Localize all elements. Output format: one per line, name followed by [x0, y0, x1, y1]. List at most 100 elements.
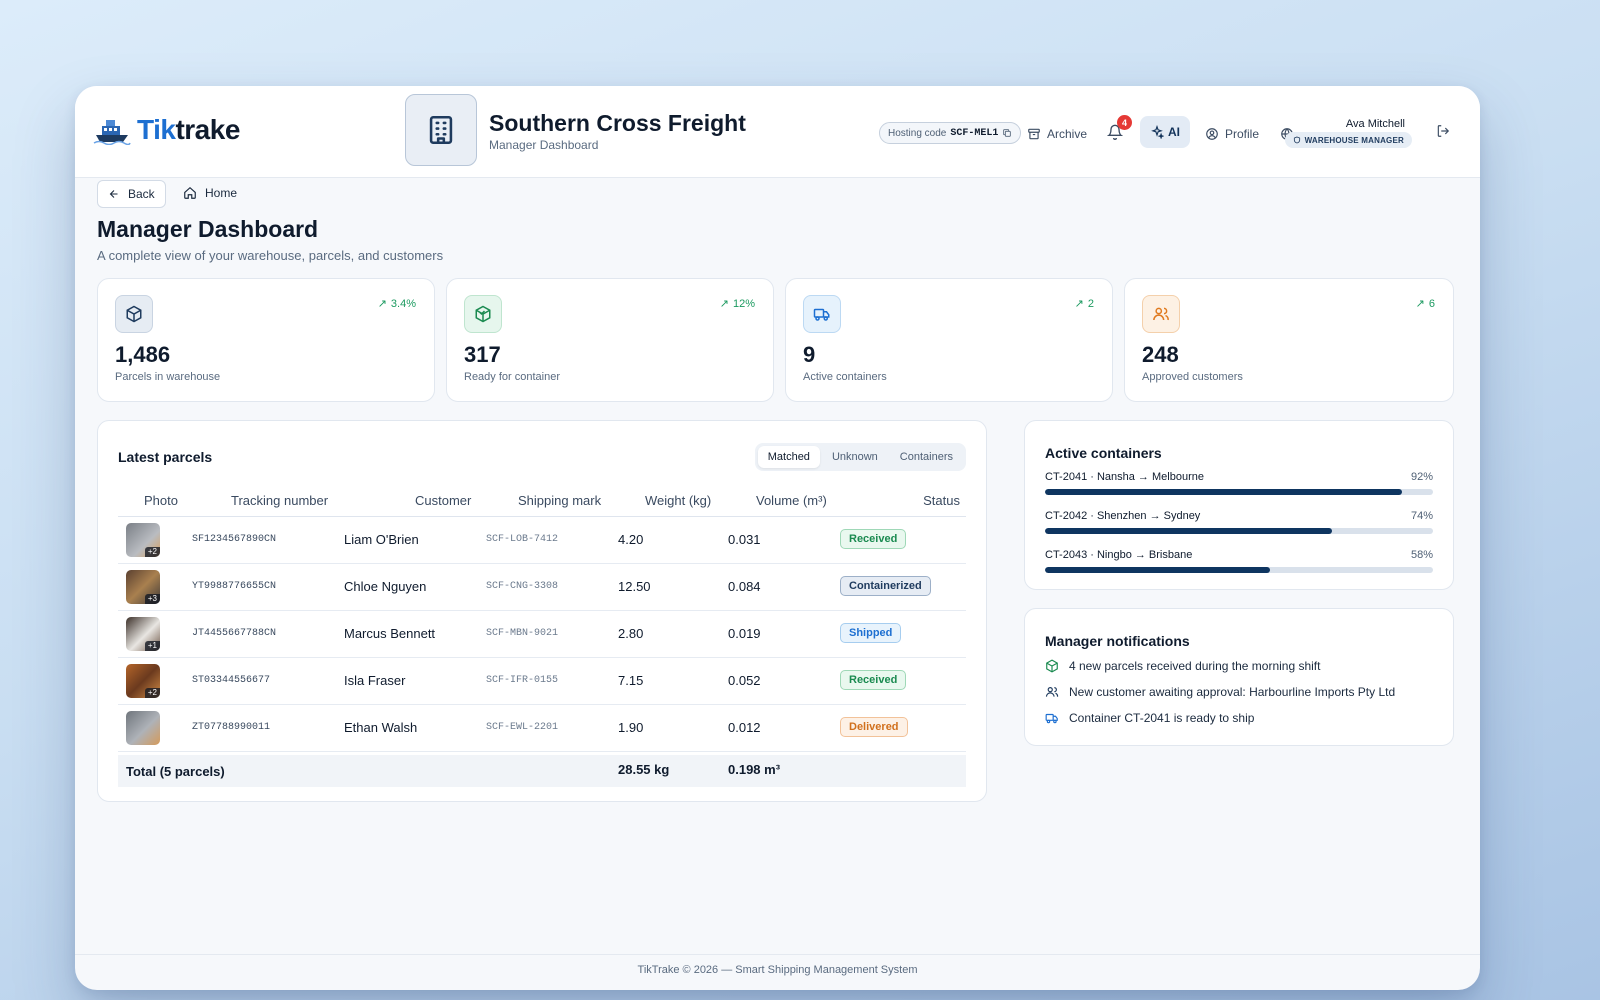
notifications-button[interactable]: 4	[1106, 115, 1132, 142]
page-title: Manager Dashboard	[97, 216, 319, 242]
stat-card-parcels[interactable]: ↗ 3.4% 1,486 Parcels in warehouse	[97, 278, 435, 402]
shipping-mark: SCF-EWL-2201	[486, 722, 559, 733]
brand-logo[interactable]: Tiktrake	[93, 114, 240, 146]
container-progress[interactable]: CT-2042 · Shenzhen → Sydney 74%	[1045, 510, 1433, 540]
column-header[interactable]: Weight (kg)	[645, 493, 712, 508]
stat-card-ready[interactable]: ↗ 12% 317 Ready for container	[446, 278, 774, 402]
notification-item[interactable]: 4 new parcels received during the mornin…	[1045, 659, 1320, 673]
status-badge: Received	[840, 670, 907, 690]
container-name: CT-2042 · Shenzhen → Sydney	[1045, 510, 1201, 522]
progress-track	[1045, 528, 1433, 534]
photo-count-badge: +2	[144, 547, 160, 557]
stat-trend-value: 12%	[732, 297, 755, 310]
profile-button[interactable]: Profile	[1205, 120, 1259, 148]
brand-name: Tiktrake	[137, 114, 240, 145]
notification-item[interactable]: Container CT-2041 is ready to ship	[1045, 711, 1254, 725]
bell-icon	[1106, 124, 1124, 140]
shield-icon	[1293, 136, 1300, 144]
stat-trend-value: 6	[1428, 297, 1435, 310]
top-header: Tiktrake Southern Cross Freight Manager …	[75, 86, 1480, 178]
tracking-number[interactable]: ST03344556677	[192, 675, 271, 686]
photo-count-badge: +2	[144, 688, 160, 698]
trend-indicator: ↗ 3.4%	[378, 297, 416, 311]
profile-label: Profile	[1225, 127, 1260, 141]
company-building-icon	[405, 94, 477, 166]
users-icon	[1045, 687, 1059, 697]
back-button[interactable]: Back	[97, 180, 166, 208]
tracking-number[interactable]: YT9988776655CN	[192, 581, 277, 592]
shipping-mark: SCF-MBN-9021	[486, 628, 559, 639]
role-label: WAREHOUSE MANAGER	[1304, 135, 1404, 145]
customer-name: Isla Fraser	[344, 673, 406, 688]
tab-unknown[interactable]: Unknown	[831, 451, 878, 463]
tracking-number[interactable]: SF1234567890CN	[192, 534, 277, 545]
weight-value: 7.15	[618, 673, 644, 688]
panel-title: Active containers	[1045, 445, 1162, 461]
parcel-photo[interactable]: +1	[126, 617, 160, 651]
stat-card-customers[interactable]: ↗ 6 248 Approved customers	[1124, 278, 1454, 402]
trend-up-icon: ↗	[719, 298, 729, 310]
progress-track	[1045, 567, 1433, 573]
hosting-code-label: Hosting code	[888, 127, 947, 139]
total-volume: 0.198 m³	[728, 762, 781, 777]
column-header[interactable]: Customer	[415, 493, 472, 508]
trend-indicator: ↗ 6	[1415, 297, 1435, 311]
trend-up-icon: ↗	[1074, 298, 1084, 310]
panel-title: Manager notifications	[1045, 633, 1190, 649]
total-label: Total (5 parcels)	[126, 764, 225, 779]
column-header[interactable]: Photo	[144, 493, 178, 508]
volume-value: 0.084	[728, 579, 761, 594]
company-subtitle: Manager Dashboard	[489, 138, 599, 152]
column-header[interactable]: Status	[923, 493, 960, 508]
container-progress[interactable]: CT-2043 · Ningbo → Brisbane 58%	[1045, 549, 1433, 579]
table-row[interactable]: +2 ST03344556677 Isla Fraser SCF-IFR-015…	[118, 658, 966, 705]
stat-trend-value: 2	[1087, 297, 1094, 310]
weight-value: 4.20	[618, 532, 644, 547]
volume-value: 0.052	[728, 673, 761, 688]
column-header[interactable]: Shipping mark	[518, 493, 602, 508]
stat-label: Active containers	[803, 371, 887, 383]
shipping-mark: SCF-LOB-7412	[486, 534, 559, 545]
ship-logo-icon	[93, 120, 131, 145]
archive-button[interactable]: Archive	[1027, 120, 1087, 148]
stat-card-containers[interactable]: ↗ 2 9 Active containers	[785, 278, 1113, 402]
tab-matched[interactable]: Matched	[757, 446, 820, 468]
tracking-number[interactable]: JT4455667788CN	[192, 628, 277, 639]
column-header[interactable]: Tracking number	[231, 493, 329, 508]
ai-label: AI	[1168, 125, 1180, 139]
parcel-photo[interactable]: +3	[126, 570, 160, 604]
parcel-photo[interactable]: +2	[126, 664, 160, 698]
shipping-mark: SCF-CNG-3308	[486, 581, 559, 592]
parcel-photo[interactable]	[126, 711, 160, 745]
notification-count-badge: 4	[1117, 115, 1132, 130]
back-label: Back	[128, 187, 155, 201]
progress-fill	[1045, 528, 1333, 534]
weight-value: 2.80	[618, 626, 644, 641]
ai-button[interactable]: AI	[1140, 116, 1190, 148]
table-row[interactable]: +3 YT9988776655CN Chloe Nguyen SCF-CNG-3…	[118, 564, 966, 611]
status-badge: Delivered	[840, 717, 908, 737]
table-row[interactable]: +1 JT4455667788CN Marcus Bennett SCF-MBN…	[118, 611, 966, 658]
archive-label: Archive	[1047, 127, 1088, 141]
container-name: CT-2043 · Ningbo → Brisbane	[1045, 549, 1193, 561]
customer-name: Chloe Nguyen	[344, 579, 427, 594]
copy-icon[interactable]	[1002, 128, 1012, 138]
hosting-code-chip[interactable]: Hosting code SCF-MEL1	[879, 122, 1022, 144]
trend-up-icon: ↗	[1415, 298, 1425, 310]
breadcrumb-home[interactable]: Home	[183, 186, 237, 200]
logout-button[interactable]	[1436, 124, 1450, 143]
parcel-filter-tabs: Matched Unknown Containers	[754, 443, 966, 471]
notification-item[interactable]: New customer awaiting approval: Harbourl…	[1045, 685, 1395, 699]
package-check-icon	[1046, 659, 1058, 673]
table-row[interactable]: ZT07788990011 Ethan Walsh SCF-EWL-2201 1…	[118, 705, 966, 752]
column-header[interactable]: Volume (m³)	[756, 493, 827, 508]
container-progress[interactable]: CT-2041 · Nansha → Melbourne 92%	[1045, 471, 1433, 501]
trend-indicator: ↗ 2	[1074, 297, 1094, 311]
table-row[interactable]: +2 SF1234567890CN Liam O'Brien SCF-LOB-7…	[118, 517, 966, 564]
container-percent: 74%	[1410, 510, 1433, 522]
tracking-number[interactable]: ZT07788990011	[192, 722, 271, 733]
volume-value: 0.019	[728, 626, 761, 641]
parcel-photo[interactable]: +2	[126, 523, 160, 557]
arrow-left-icon	[109, 190, 118, 198]
tab-containers[interactable]: Containers	[899, 451, 953, 463]
